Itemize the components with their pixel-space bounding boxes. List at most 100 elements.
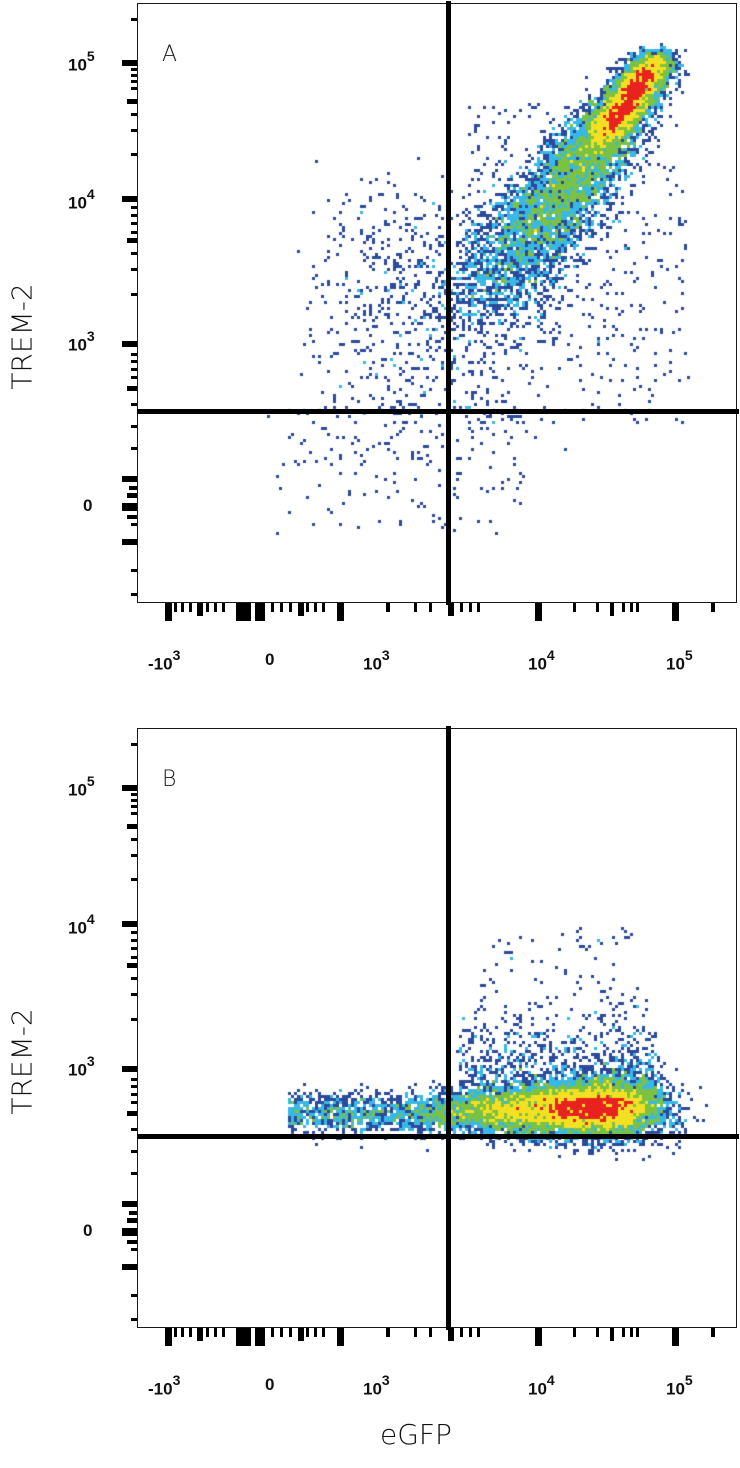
x-tick-mark xyxy=(596,1328,599,1337)
x-tick-mark xyxy=(181,603,184,612)
x-tick-mark xyxy=(711,603,715,612)
x-tick-mark xyxy=(271,603,274,612)
x-tick-mark xyxy=(622,1328,625,1337)
x-tick-mark xyxy=(460,603,463,612)
y-tick-mark xyxy=(127,1218,137,1223)
y-tick-mark xyxy=(131,153,137,156)
x-tick-mark xyxy=(289,603,292,612)
y-tick-mark xyxy=(131,252,137,255)
y-tick-mark xyxy=(131,447,137,450)
x-tick-mark xyxy=(414,1328,417,1337)
y-tick-mark xyxy=(127,493,137,498)
x-tick-mark xyxy=(448,1328,454,1341)
x-tick-mark xyxy=(298,603,304,616)
y-tick-mark xyxy=(131,977,137,980)
x-tick-mark xyxy=(337,1328,344,1346)
y-tick-mark xyxy=(122,1228,137,1236)
x-tick-label: 0 xyxy=(265,1375,275,1394)
scatter-plot-a xyxy=(138,4,738,604)
y-tick-mark xyxy=(131,214,137,217)
y-tick-mark xyxy=(122,921,137,927)
x-tick-label: 104 xyxy=(528,647,555,674)
x-tick-mark xyxy=(622,603,625,612)
y-tick-mark xyxy=(131,805,137,808)
x-tick-label: 103 xyxy=(363,647,390,674)
y-tick-mark xyxy=(122,539,137,545)
x-tick-mark xyxy=(306,1328,309,1337)
y-tick-mark xyxy=(131,222,137,225)
y-tick-mark xyxy=(131,569,137,572)
y-tick-mark xyxy=(131,206,137,209)
y-tick-label: 0 xyxy=(83,496,93,515)
y-tick-mark xyxy=(122,1264,137,1270)
y-tick-mark xyxy=(131,1294,137,1297)
y-tick-mark xyxy=(122,503,137,511)
y-tick-mark xyxy=(131,854,137,857)
y-tick-label: 0 xyxy=(83,1221,93,1240)
y-tick-mark xyxy=(131,80,137,83)
x-tick-mark xyxy=(189,1328,192,1337)
x-tick-mark xyxy=(197,1328,203,1341)
quadrant-gate-vertical-b xyxy=(446,726,451,1330)
x-tick-mark xyxy=(711,1328,715,1337)
y-axis-title-b: TREM-2 xyxy=(5,1008,39,1115)
y-tick-mark xyxy=(131,1318,137,1321)
x-tick-mark xyxy=(535,603,542,621)
y-tick-mark xyxy=(127,1240,137,1244)
y-tick-mark xyxy=(131,1085,137,1088)
y-tick-label: 104 xyxy=(68,911,95,938)
x-tick-mark xyxy=(429,1328,432,1337)
x-tick-label: 105 xyxy=(666,647,693,674)
y-tick-mark xyxy=(122,196,137,202)
y-tick-mark xyxy=(131,18,137,21)
y-tick-mark xyxy=(131,1101,137,1104)
y-tick-mark xyxy=(131,931,137,934)
x-tick-label: 0 xyxy=(265,650,275,669)
y-tick-mark xyxy=(131,68,137,71)
y-tick-mark xyxy=(131,231,137,234)
x-tick-mark xyxy=(222,1328,225,1337)
x-tick-mark xyxy=(214,603,217,612)
x-tick-mark xyxy=(429,603,432,612)
x-tick-mark xyxy=(636,1328,639,1337)
x-tick-mark xyxy=(636,603,639,612)
y-tick-mark xyxy=(131,793,137,796)
x-tick-mark xyxy=(197,603,203,616)
x-tick-mark xyxy=(255,1328,265,1346)
y-tick-mark xyxy=(131,947,137,950)
y-tick-label: 103 xyxy=(68,328,95,355)
y-tick-mark xyxy=(131,425,137,428)
y-tick-mark xyxy=(127,824,137,829)
y-tick-mark xyxy=(122,1066,137,1072)
x-tick-mark xyxy=(596,603,599,612)
y-tick-mark xyxy=(131,878,137,881)
x-tick-mark xyxy=(181,1328,184,1337)
x-tick-mark xyxy=(672,1328,679,1346)
x-tick-mark xyxy=(610,1328,614,1341)
y-tick-mark xyxy=(131,268,137,271)
y-tick-mark xyxy=(131,812,137,815)
y-tick-mark xyxy=(122,1201,137,1207)
y-tick-mark xyxy=(131,939,137,942)
y-tick-label: 103 xyxy=(68,1053,95,1080)
y-tick-mark xyxy=(131,1150,137,1153)
y-tick-label: 105 xyxy=(68,48,95,75)
x-tick-mark xyxy=(322,1328,325,1337)
x-tick-mark xyxy=(448,603,454,616)
y-tick-mark xyxy=(131,293,137,296)
y-tick-mark xyxy=(127,238,137,243)
x-tick-mark xyxy=(165,1328,172,1346)
x-tick-mark xyxy=(469,1328,472,1337)
plot-panel-b: B xyxy=(137,726,739,1330)
y-tick-mark xyxy=(131,1128,137,1131)
x-tick-mark xyxy=(236,1328,246,1346)
x-tick-mark xyxy=(271,1328,274,1337)
y-tick-mark xyxy=(131,376,137,379)
x-tick-mark xyxy=(477,1328,480,1337)
x-tick-mark xyxy=(314,603,317,612)
x-tick-mark xyxy=(306,603,309,612)
x-tick-mark xyxy=(314,1328,317,1337)
x-tick-mark xyxy=(460,1328,463,1337)
x-tick-mark xyxy=(222,603,225,612)
y-tick-mark xyxy=(131,1018,137,1021)
